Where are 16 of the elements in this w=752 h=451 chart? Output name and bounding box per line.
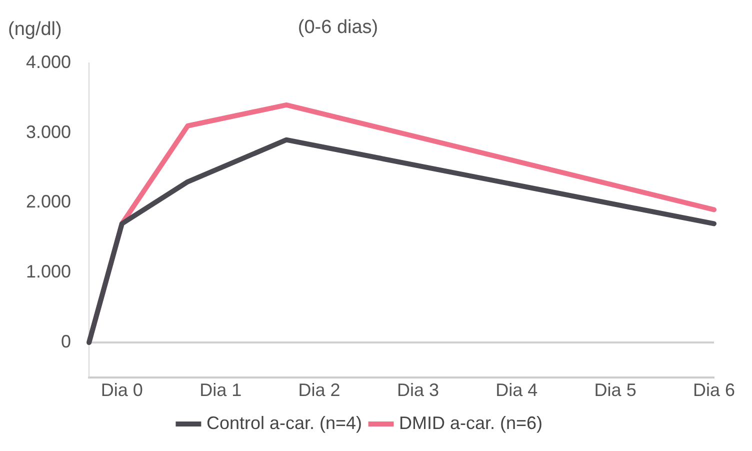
x-tick-label: Dia 5	[594, 380, 636, 400]
y-tick-label: 0	[61, 331, 72, 352]
x-tick-label: Dia 4	[496, 380, 538, 400]
y-tick-label: 3.000	[26, 122, 72, 142]
y-tick-label: 1.000	[26, 262, 72, 282]
legend-label: DMID a-car. (n=6)	[399, 412, 543, 433]
x-tick-label: Dia 2	[298, 380, 340, 400]
y-tick-label: 2.000	[26, 192, 72, 212]
x-tick-label: Dia 0	[100, 380, 143, 400]
x-tick-label: Dia 6	[692, 380, 736, 400]
x-tick-label: Dia 3	[396, 380, 439, 400]
legend-label: Control a-car. (n=4)	[206, 412, 362, 433]
y-axis-title: (ng/dl)	[8, 19, 62, 40]
y-tick-label: 4.000	[26, 52, 72, 72]
chart-title: (0-6 dias)	[298, 17, 378, 38]
x-tick-label: Dia 1	[200, 380, 242, 400]
